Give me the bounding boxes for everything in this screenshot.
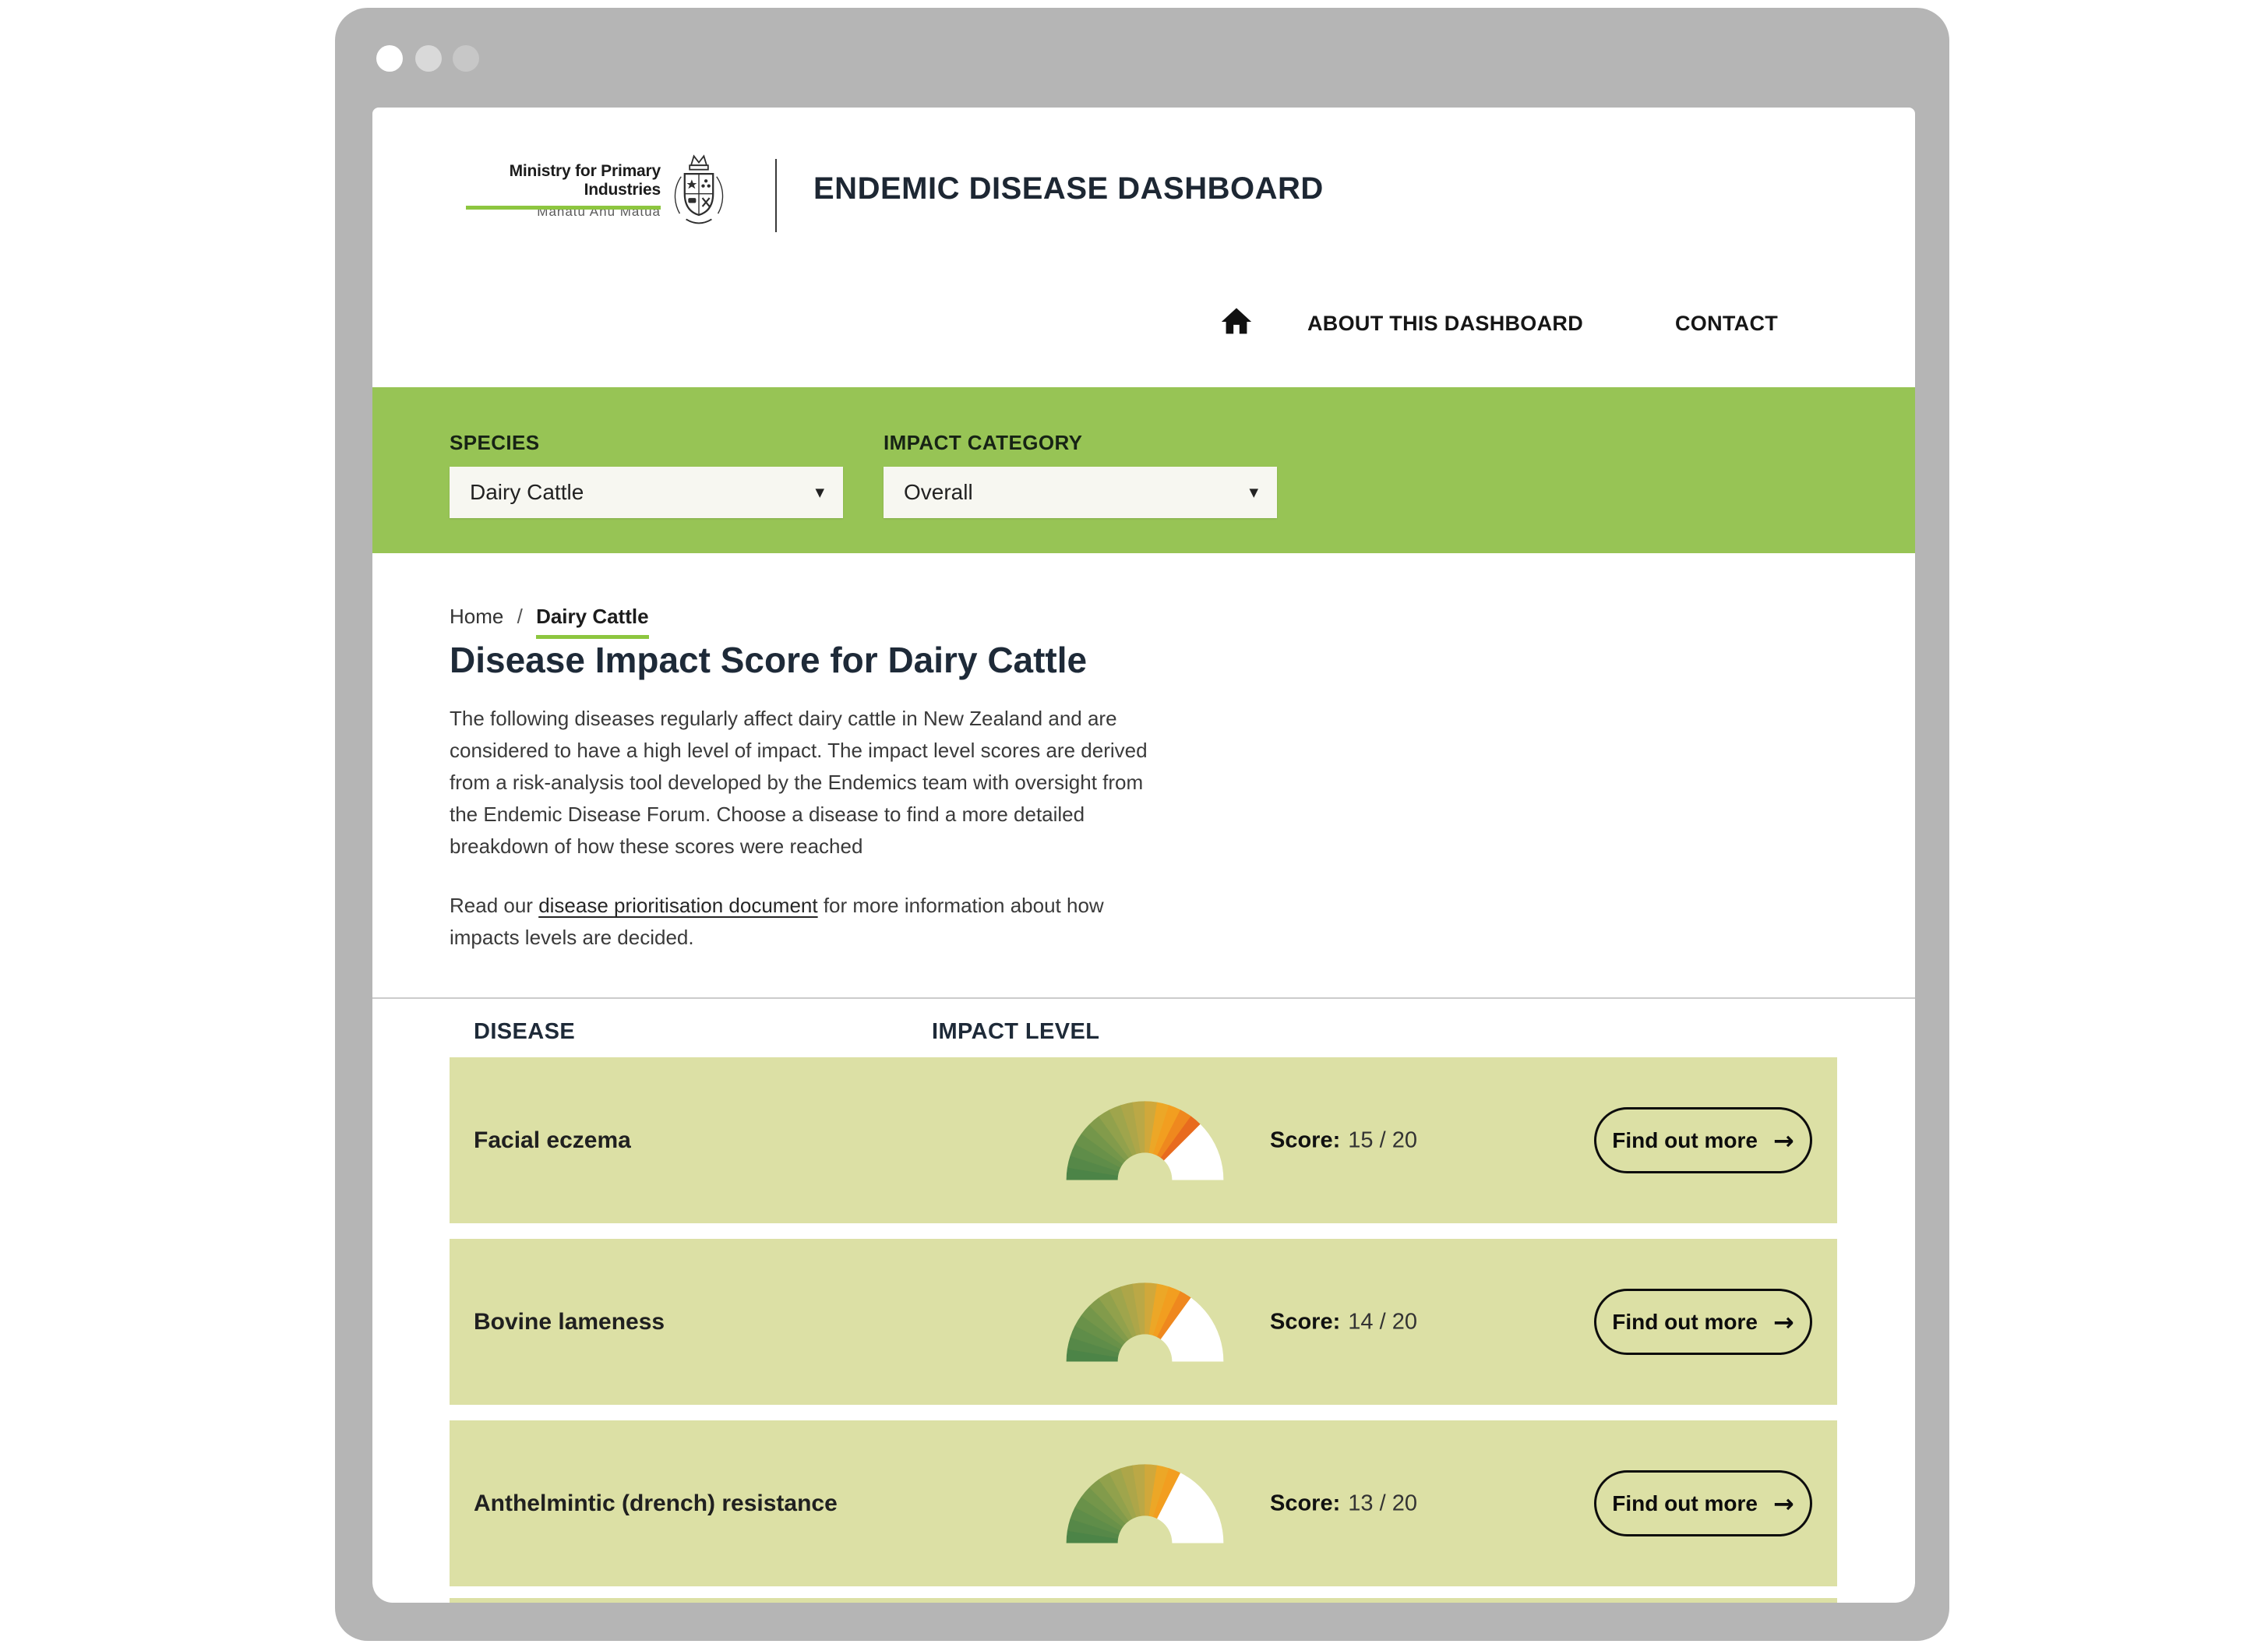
find-out-more-label: Find out more [1612, 1309, 1758, 1334]
window-close-dot[interactable] [376, 45, 403, 72]
find-out-more-button[interactable]: Find out more → [1594, 1470, 1812, 1536]
score-value: 13 / 20 [1348, 1491, 1417, 1515]
impact-gauge [1066, 1101, 1224, 1180]
column-header-disease: DISEASE [474, 1019, 576, 1044]
score-value: 15 / 20 [1348, 1127, 1417, 1152]
disease-name: Facial eczema [474, 1127, 631, 1153]
chevron-down-icon: ▼ [815, 485, 824, 499]
header-divider [775, 159, 777, 232]
impact-category-label: IMPACT CATEGORY [884, 431, 1083, 454]
column-header-impact-level: IMPACT LEVEL [932, 1019, 1100, 1044]
window-minimize-dot[interactable] [415, 45, 442, 72]
arrow-right-icon: → [1772, 1307, 1794, 1337]
impact-gauge [1066, 1282, 1224, 1362]
mpi-logo-green-rule [466, 206, 661, 210]
find-out-more-label: Find out more [1612, 1491, 1758, 1515]
read-prefix: Read our [450, 894, 539, 917]
dashboard-page: Ministry for Primary Industries Manatū A… [372, 108, 1915, 1603]
disease-row: Anthelmintic (drench) resistance Score: 1… [450, 1420, 1837, 1586]
breadcrumb-home-link[interactable]: Home [450, 605, 504, 628]
breadcrumb: Home / Dairy Cattle [450, 605, 649, 639]
impact-gauge [1066, 1464, 1224, 1543]
nav-about-this-dashboard[interactable]: ABOUT THIS DASHBOARD [1307, 312, 1583, 335]
home-icon[interactable] [1219, 304, 1254, 340]
impact-dropdown-value: Overall [904, 480, 973, 504]
breadcrumb-separator: / [517, 605, 523, 628]
site-title: ENDEMIC DISEASE DASHBOARD [813, 171, 1324, 206]
score-label: Score: [1270, 1309, 1341, 1334]
score-text: Score: 13 / 20 [1270, 1491, 1417, 1516]
score-text: Score: 15 / 20 [1270, 1127, 1417, 1153]
nav-contact[interactable]: CONTACT [1675, 312, 1779, 335]
species-label: SPECIES [450, 431, 540, 454]
window-maximize-dot[interactable] [453, 45, 479, 72]
score-label: Score: [1270, 1127, 1341, 1152]
nz-coat-of-arms-icon [674, 154, 724, 224]
next-row-peek [450, 1598, 1837, 1603]
filter-bar: SPECIES Dairy Cattle ▼ IMPACT CATEGORY O… [372, 387, 1915, 553]
chevron-down-icon: ▼ [1249, 485, 1258, 499]
score-value: 14 / 20 [1348, 1309, 1417, 1334]
arrow-right-icon: → [1772, 1488, 1794, 1519]
disease-name: Bovine lameness [474, 1308, 665, 1335]
find-out-more-button[interactable]: Find out more → [1594, 1289, 1812, 1355]
arrow-right-icon: → [1772, 1125, 1794, 1155]
score-text: Score: 14 / 20 [1270, 1309, 1417, 1335]
disease-name: Anthelmintic (drench) resistance [474, 1490, 838, 1516]
impact-category-dropdown[interactable]: Overall ▼ [884, 467, 1277, 518]
species-dropdown[interactable]: Dairy Cattle ▼ [450, 467, 843, 518]
mpi-logo: Ministry for Primary Industries Manatū A… [466, 162, 661, 220]
mpi-logo-name: Ministry for Primary Industries [509, 162, 661, 199]
section-divider [372, 997, 1915, 999]
species-dropdown-value: Dairy Cattle [470, 480, 584, 504]
score-label: Score: [1270, 1491, 1341, 1515]
read-suffix: for more information about how impacts l… [450, 894, 1104, 949]
page-title: Disease Impact Score for Dairy Cattle [450, 640, 1088, 680]
intro-paragraph: The following diseases regularly affect … [450, 707, 1148, 858]
disease-prioritisation-link[interactable]: disease prioritisation document [538, 894, 818, 917]
disease-row: Bovine lameness Score: 14 / 20 Find out m… [450, 1239, 1837, 1405]
find-out-more-button[interactable]: Find out more → [1594, 1107, 1812, 1173]
read-more-paragraph: Read our disease prioritisation document… [450, 890, 1322, 954]
breadcrumb-current[interactable]: Dairy Cattle [536, 605, 649, 639]
disease-row: Facial eczema Score: 15 / 20 Find out mor… [450, 1057, 1837, 1223]
find-out-more-label: Find out more [1612, 1127, 1758, 1152]
